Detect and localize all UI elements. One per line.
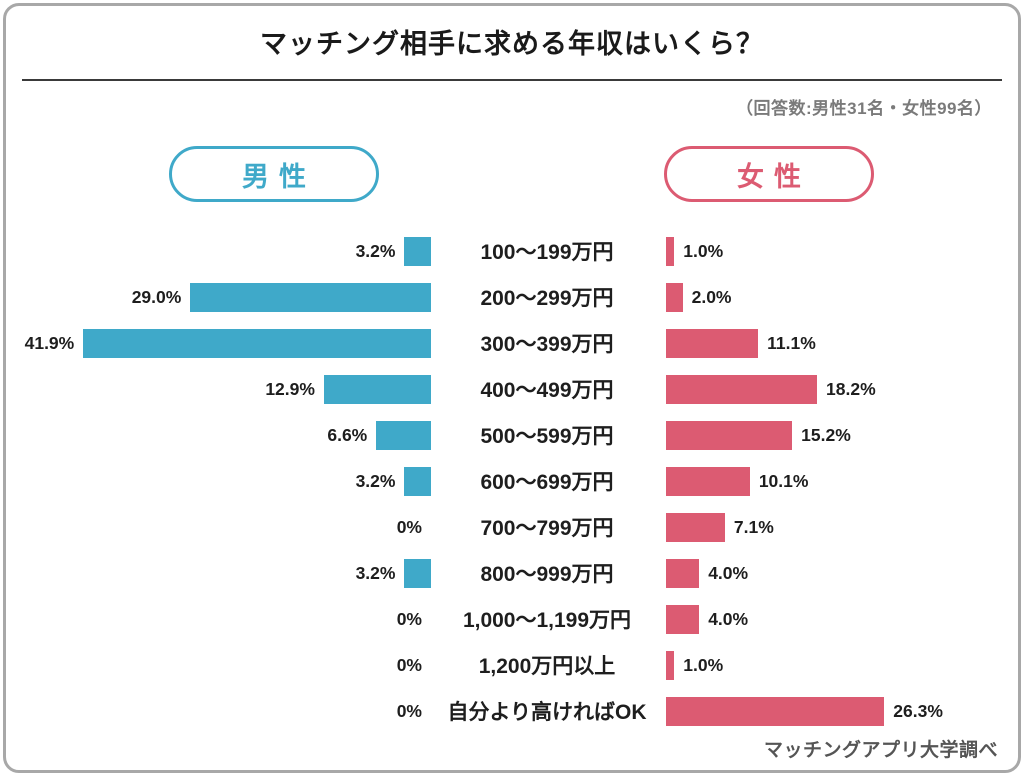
women-bar bbox=[666, 512, 725, 542]
chart-row: 0% 1,200万円以上 1.0% bbox=[6, 642, 1018, 688]
chart-row: 0% 自分より高ければOK 26.3% bbox=[6, 688, 1018, 734]
women-bar bbox=[666, 558, 700, 588]
men-value-label: 29.0% bbox=[131, 286, 182, 307]
men-bar bbox=[404, 236, 431, 266]
women-bar bbox=[666, 466, 750, 496]
women-value-label: 4.0% bbox=[708, 562, 749, 583]
category-label: 1,200万円以上 bbox=[478, 655, 616, 678]
men-value-label: 0% bbox=[396, 700, 422, 721]
category-label: 300〜399万円 bbox=[480, 333, 614, 356]
chart-row: 6.6% 500〜599万円 15.2% bbox=[6, 412, 1018, 458]
respondent-count-note: （回答数:男性31名・女性99名） bbox=[736, 99, 992, 118]
women-value-label: 7.1% bbox=[733, 516, 774, 537]
men-value-label: 0% bbox=[396, 516, 422, 537]
category-label: 100〜199万円 bbox=[480, 241, 614, 264]
men-value-label: 3.2% bbox=[355, 240, 396, 261]
men-value-label: 6.6% bbox=[327, 424, 368, 445]
women-bar bbox=[666, 236, 675, 266]
women-value-label: 26.3% bbox=[893, 700, 943, 721]
men-bar bbox=[404, 558, 431, 588]
men-value-label: 41.9% bbox=[24, 332, 75, 353]
category-label: 400〜499万円 bbox=[480, 379, 614, 402]
legend-women-pill: 女性 bbox=[664, 146, 874, 202]
men-bar bbox=[376, 420, 431, 450]
women-value-label: 15.2% bbox=[801, 424, 851, 445]
men-cell: 0% bbox=[6, 697, 431, 726]
men-cell: 3.2% bbox=[6, 236, 431, 266]
men-value-label: 3.2% bbox=[355, 562, 396, 583]
chart-row: 12.9% 400〜499万円 18.2% bbox=[6, 366, 1018, 412]
women-bar bbox=[666, 282, 683, 312]
women-cell: 1.0% bbox=[663, 236, 1018, 266]
women-cell: 11.1% bbox=[663, 328, 1018, 358]
chart-row: 3.2% 600〜699万円 10.1% bbox=[6, 458, 1018, 504]
women-cell: 2.0% bbox=[663, 282, 1018, 312]
chart-row: 3.2% 800〜999万円 4.0% bbox=[6, 550, 1018, 596]
chart-row: 0% 700〜799万円 7.1% bbox=[6, 504, 1018, 550]
women-value-label: 18.2% bbox=[826, 378, 876, 399]
women-bar bbox=[666, 328, 759, 358]
men-bar bbox=[190, 282, 431, 312]
women-bar bbox=[666, 696, 885, 726]
legend: 男性 女性 bbox=[6, 146, 1018, 204]
chart-row: 0% 1,000〜1,199万円 4.0% bbox=[6, 596, 1018, 642]
men-bar bbox=[83, 328, 431, 358]
women-cell: 1.0% bbox=[663, 650, 1018, 680]
category-label: 1,000〜1,199万円 bbox=[462, 609, 632, 632]
women-value-label: 11.1% bbox=[767, 332, 816, 353]
category-label: 500〜599万円 bbox=[480, 425, 614, 448]
men-cell: 41.9% bbox=[6, 328, 431, 358]
women-cell: 26.3% bbox=[663, 696, 1018, 726]
men-cell: 0% bbox=[6, 651, 431, 680]
men-value-label: 0% bbox=[396, 654, 422, 675]
men-cell: 0% bbox=[6, 605, 431, 634]
men-value-label: 3.2% bbox=[355, 470, 396, 491]
men-value-label: 0% bbox=[396, 608, 422, 629]
women-value-label: 2.0% bbox=[691, 286, 732, 307]
men-cell: 0% bbox=[6, 513, 431, 542]
women-cell: 10.1% bbox=[663, 466, 1018, 496]
chart-row: 41.9% 300〜399万円 11.1% bbox=[6, 320, 1018, 366]
women-value-label: 4.0% bbox=[708, 608, 749, 629]
women-value-label: 1.0% bbox=[683, 240, 724, 261]
chart-row: 29.0% 200〜299万円 2.0% bbox=[6, 274, 1018, 320]
men-bar bbox=[323, 374, 431, 404]
category-label: 800〜999万円 bbox=[480, 563, 614, 586]
women-value-label: 1.0% bbox=[683, 654, 724, 675]
men-cell: 6.6% bbox=[6, 420, 431, 450]
men-cell: 3.2% bbox=[6, 558, 431, 588]
men-cell: 3.2% bbox=[6, 466, 431, 496]
women-cell: 4.0% bbox=[663, 558, 1018, 588]
chart: 3.2% 100〜199万円 1.0% 29.0% 200〜299万円 2.0% 41.9%… bbox=[6, 228, 1018, 734]
women-cell: 7.1% bbox=[663, 512, 1018, 542]
source-credit: マッチングアプリ大学調べ bbox=[763, 740, 998, 761]
men-cell: 29.0% bbox=[6, 282, 431, 312]
women-bar bbox=[666, 650, 675, 680]
women-value-label: 10.1% bbox=[758, 470, 809, 491]
women-cell: 4.0% bbox=[663, 604, 1018, 634]
infographic-frame: マッチング相手に求める年収はいくら？ （回答数:男性31名・女性99名） 男性 … bbox=[3, 3, 1021, 773]
category-label: 700〜799万円 bbox=[480, 517, 614, 540]
page-title: マッチング相手に求める年収はいくら？ bbox=[260, 29, 764, 59]
men-bar bbox=[404, 466, 431, 496]
title-divider bbox=[22, 79, 1002, 81]
women-bar bbox=[666, 420, 793, 450]
category-label: 200〜299万円 bbox=[480, 287, 614, 310]
category-label: 自分より高ければOK bbox=[447, 701, 647, 724]
category-label: 600〜699万円 bbox=[480, 471, 614, 494]
men-cell: 12.9% bbox=[6, 374, 431, 404]
chart-row: 3.2% 100〜199万円 1.0% bbox=[6, 228, 1018, 274]
men-value-label: 12.9% bbox=[265, 378, 315, 399]
women-bar bbox=[666, 604, 700, 634]
women-bar bbox=[666, 374, 818, 404]
women-cell: 18.2% bbox=[663, 374, 1018, 404]
women-cell: 15.2% bbox=[663, 420, 1018, 450]
legend-men-pill: 男性 bbox=[169, 146, 379, 202]
